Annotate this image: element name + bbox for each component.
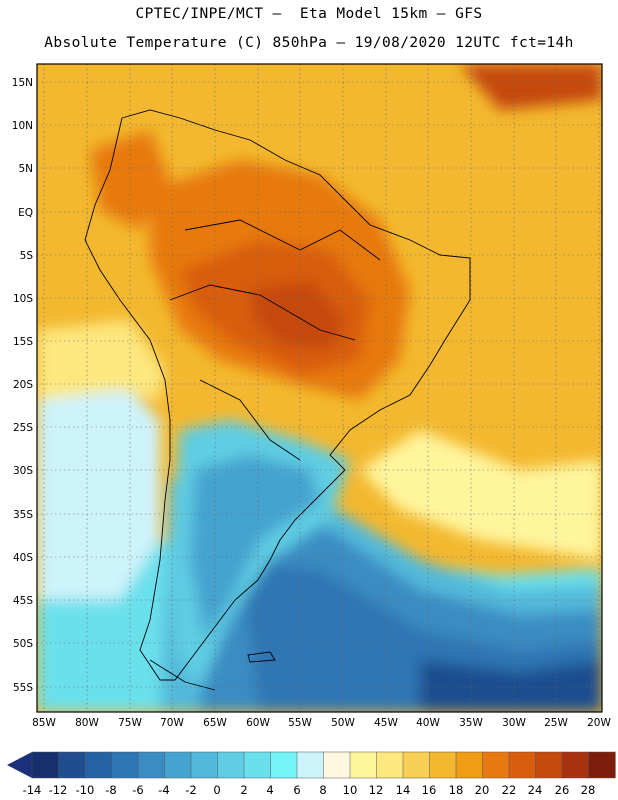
colorbar-swatch (84, 751, 113, 779)
colorbar-label: -10 (76, 783, 95, 797)
colorbar-swatch (164, 751, 192, 779)
colorbar-label: 20 (475, 783, 490, 797)
lon-label: 60W (246, 717, 270, 729)
colorbar-label: 0 (213, 783, 220, 797)
colorbar-low-arrow (7, 752, 32, 778)
colorbar-swatch (323, 751, 351, 779)
lat-label: 10N (12, 120, 33, 132)
lat-label: 15N (12, 77, 33, 89)
colorbar: -14 -12 -10 -8 -6 -4 -2 0 2 4 6 8 10 12 … (7, 751, 616, 797)
temperature-field (37, 64, 602, 712)
title-line-1: CPTEC/INPE/MCT – Eta Model 15km – GFS (135, 6, 483, 22)
lat-label: 30S (13, 465, 33, 477)
colorbar-swatch (429, 751, 457, 779)
longitude-axis: 85W 80W 75W 70W 65W 60W 55W 50W 45W 40W … (32, 717, 611, 729)
colorbar-swatch (349, 751, 378, 779)
colorbar-swatch (270, 751, 298, 779)
colorbar-swatch (137, 751, 166, 779)
colorbar-swatch (482, 751, 510, 779)
lon-label: 30W (502, 717, 526, 729)
lat-label: 40S (13, 552, 33, 564)
colorbar-label: -4 (158, 783, 169, 797)
colorbar-label: 26 (555, 783, 570, 797)
colorbar-swatch (376, 751, 404, 779)
colorbar-label: -6 (132, 783, 143, 797)
colorbar-label: 22 (502, 783, 517, 797)
colorbar-label: -8 (105, 783, 116, 797)
lat-label: 25S (13, 422, 33, 434)
lon-label: 25W (544, 717, 568, 729)
colorbar-label: 24 (528, 783, 543, 797)
colorbar-swatch (111, 751, 139, 779)
colorbar-label: 6 (293, 783, 300, 797)
lat-label: 10S (13, 293, 33, 305)
colorbar-label: 14 (396, 783, 411, 797)
colorbar-label: -14 (23, 783, 42, 797)
colorbar-label: 16 (422, 783, 437, 797)
title-line-2: Absolute Temperature (C) 850hPa – 19/08/… (44, 35, 574, 51)
lon-label: 45W (374, 717, 398, 729)
colorbar-label: -2 (185, 783, 196, 797)
lon-label: 50W (331, 717, 355, 729)
colorbar-swatch (455, 751, 484, 779)
lat-label: 5N (18, 163, 33, 175)
lat-label: 45S (13, 595, 33, 607)
colorbar-swatch (588, 751, 616, 779)
colorbar-swatch (31, 751, 60, 779)
lon-label: 65W (203, 717, 227, 729)
colorbar-swatch (508, 751, 537, 779)
latitude-axis: 15N 10N 5N EQ 5S 10S 15S 20S 25S 30S 35S… (12, 77, 34, 694)
colorbar-label: 4 (266, 783, 273, 797)
lat-label: EQ (18, 207, 33, 219)
colorbar-label: 12 (369, 783, 384, 797)
colorbar-swatch (296, 751, 325, 779)
colorbar-swatch (217, 751, 245, 779)
colorbar-swatch (402, 751, 431, 779)
colorbar-label: 8 (319, 783, 326, 797)
lon-label: 40W (416, 717, 440, 729)
lat-label: 35S (13, 509, 33, 521)
lon-label: 55W (288, 717, 312, 729)
lon-label: 35W (459, 717, 483, 729)
colorbar-swatch (243, 751, 272, 779)
colorbar-label: -12 (49, 783, 68, 797)
colorbar-label: 18 (449, 783, 464, 797)
lon-label: 80W (75, 717, 99, 729)
colorbar-swatch (190, 751, 219, 779)
colorbar-label: 10 (343, 783, 358, 797)
lat-label: 5S (20, 250, 34, 262)
colorbar-swatch (535, 751, 563, 779)
lon-label: 75W (118, 717, 142, 729)
lon-label: 20W (587, 717, 611, 729)
lat-label: 50S (13, 638, 33, 650)
colorbar-swatch (561, 751, 590, 779)
graticule (37, 64, 602, 712)
lon-label: 70W (160, 717, 184, 729)
colorbar-label: 28 (581, 783, 596, 797)
lon-label: 85W (32, 717, 56, 729)
colorbar-label: 2 (240, 783, 247, 797)
lat-label: 15S (13, 336, 33, 348)
map-frame (36, 63, 603, 713)
lat-label: 20S (13, 379, 33, 391)
lat-label: 55S (13, 682, 33, 694)
colorbar-swatch (58, 751, 86, 779)
